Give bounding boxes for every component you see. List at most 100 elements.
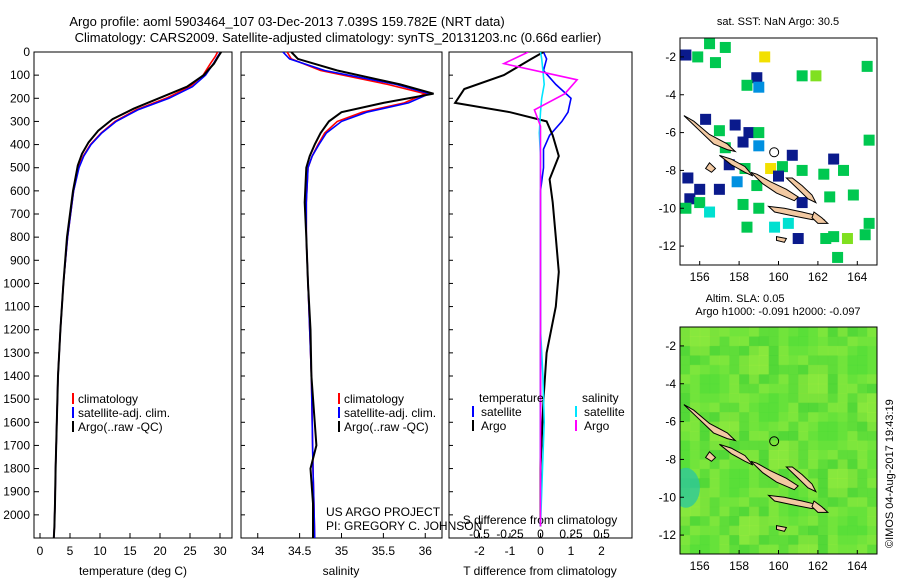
sla-cell	[798, 345, 809, 356]
sla-cell	[817, 393, 829, 404]
sla-cell	[798, 516, 809, 527]
sla-cell	[699, 525, 711, 536]
sla-cell	[867, 478, 877, 489]
sla-cell	[788, 440, 799, 451]
sla-cell	[739, 431, 750, 441]
sla-cell	[788, 383, 799, 394]
sla-cell	[798, 402, 809, 413]
sla-cell	[798, 336, 809, 347]
sla-cell	[808, 412, 819, 423]
sla-cell	[827, 383, 839, 394]
sla-cell	[778, 440, 789, 451]
sla-cell	[768, 421, 779, 432]
depth-tick-label: 1300	[3, 346, 30, 360]
sla-cell	[709, 497, 720, 508]
sla-cell	[680, 440, 691, 451]
title-line-2: Climatology: CARS2009. Satellite-adjuste…	[75, 30, 602, 45]
sla-cell	[857, 374, 868, 385]
sla-cell	[768, 364, 779, 375]
sla-cell	[808, 544, 819, 554]
sla-cell	[808, 421, 819, 432]
sla-cell	[748, 525, 760, 536]
series-satellite-adj-clim-	[53, 52, 222, 538]
sla-cell	[689, 525, 701, 536]
sla-cell	[739, 393, 750, 404]
sla-cell	[729, 525, 740, 536]
sst_map-xtick-label: 160	[768, 270, 788, 284]
sla-cell	[827, 516, 839, 527]
sla-cell	[689, 412, 701, 423]
sla-cell	[709, 449, 720, 460]
sla-cell	[817, 327, 829, 337]
sla-cell	[837, 440, 848, 451]
sla-cell	[680, 506, 691, 517]
sla-cell	[817, 440, 829, 451]
sst-square	[753, 140, 765, 152]
island	[683, 404, 737, 442]
sla-cell	[758, 383, 770, 394]
depth-tick-label: 1500	[3, 392, 30, 406]
sla-cell	[817, 478, 829, 489]
sla-cell	[867, 327, 877, 337]
legend-header-temperature: temperature	[479, 391, 544, 405]
sst-square	[731, 176, 743, 188]
sla-cell	[837, 525, 848, 536]
sla-cell	[857, 421, 868, 432]
sla-cell	[729, 374, 740, 385]
sla-cell	[867, 355, 877, 366]
sst_map-ytick-label: -8	[665, 163, 676, 177]
sla-cell	[739, 355, 750, 366]
sla-cell	[758, 327, 770, 337]
sla-cell	[808, 364, 819, 375]
sla-cell	[758, 516, 770, 527]
sla_map-xtick-label: 158	[729, 559, 749, 573]
depth-tick-label: 1100	[4, 300, 30, 314]
sla-cell	[847, 449, 858, 460]
sla-cell	[729, 383, 740, 394]
sst-square	[684, 193, 696, 205]
sla-cell	[857, 459, 868, 470]
sla-cell	[778, 393, 789, 404]
depth-tick-label: 1700	[3, 438, 30, 452]
sla-cell	[709, 535, 720, 546]
difference-legend: temperature salinitysatelliteArgosatellit…	[472, 391, 625, 433]
sla-cell	[778, 383, 789, 394]
sla_map-content	[680, 327, 877, 554]
sla-cell	[808, 402, 819, 413]
sla-cell	[768, 544, 779, 554]
sla-cell	[827, 374, 839, 385]
sst-square	[863, 134, 875, 146]
sla-cell	[680, 393, 691, 404]
sla-cell	[768, 374, 779, 385]
depth-tick-label: 800	[10, 230, 30, 244]
salinity-xtick-label: 34	[251, 544, 265, 558]
sla-cell	[748, 327, 760, 337]
sla-cell	[847, 327, 858, 337]
sst-square	[704, 38, 716, 50]
sst-square	[741, 79, 753, 91]
sla-cell	[827, 364, 839, 375]
salinity-frame	[240, 51, 443, 539]
sla-cell	[719, 393, 730, 404]
sla-cell	[778, 487, 789, 498]
sla-cell	[699, 431, 711, 441]
sla-cell	[827, 393, 839, 404]
sla-cell	[748, 345, 760, 356]
sla-cell	[739, 440, 750, 451]
sla-cell	[778, 468, 789, 479]
legend-label: satellite-adj. clim.	[344, 406, 436, 420]
sla-cell	[798, 440, 809, 451]
sla-cell	[729, 336, 740, 347]
sla-cell	[709, 345, 720, 356]
sla-cell	[758, 412, 770, 423]
sla-cell	[748, 449, 760, 460]
sla-cell	[857, 544, 868, 554]
sla-cell	[739, 327, 750, 337]
sst_map-ytick-label: -2	[665, 50, 676, 64]
sst-square	[828, 231, 840, 243]
sla-cell	[709, 478, 720, 489]
sst_map-xtick-label: 162	[808, 270, 828, 284]
sla-cell	[808, 506, 819, 517]
sla_map-xtick-label: 160	[768, 559, 788, 573]
